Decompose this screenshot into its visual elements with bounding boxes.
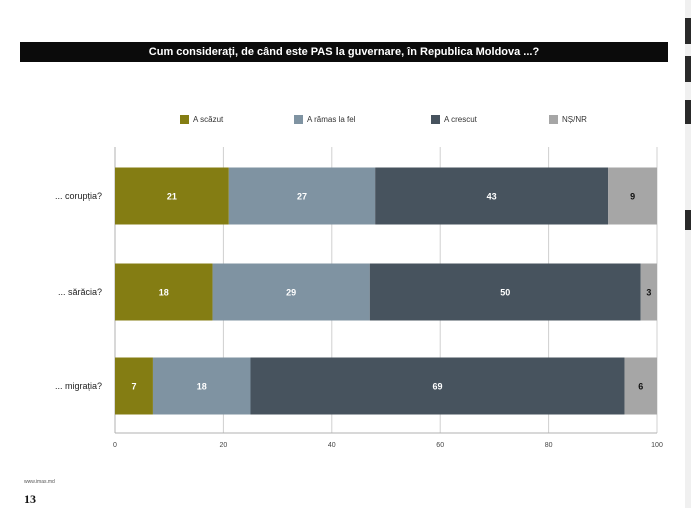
- bar-segment: [115, 357, 153, 415]
- bar-segment: [608, 167, 657, 225]
- bar-segment: [115, 263, 213, 321]
- bar-segment: [250, 357, 625, 415]
- data-label: 6: [638, 382, 643, 392]
- legend-label: A scăzut: [193, 115, 224, 124]
- legend-label: NȘ/NR: [562, 115, 587, 124]
- legend-swatch: [180, 115, 189, 124]
- edge-mark: [685, 100, 691, 124]
- legend-label: A rămas la fel: [307, 115, 356, 124]
- category-label: ... corupția?: [55, 191, 102, 201]
- bar-segment: [369, 263, 641, 321]
- category-label: ... migrația?: [55, 381, 102, 391]
- data-label: 9: [630, 192, 635, 202]
- bar-segment: [624, 357, 657, 415]
- bar-segment: [212, 263, 370, 321]
- legend-label: A crescut: [444, 115, 477, 124]
- edge-mark: [685, 56, 691, 82]
- edge-mark: [685, 18, 691, 44]
- data-label: 18: [159, 288, 169, 298]
- x-tick-label: 80: [545, 442, 553, 449]
- edge-mark: [685, 210, 691, 230]
- data-label: 3: [646, 288, 651, 298]
- x-tick-label: 100: [651, 442, 663, 449]
- bar-segment: [640, 263, 657, 321]
- x-tick-label: 20: [220, 442, 228, 449]
- legend-swatch: [294, 115, 303, 124]
- legend-swatch: [549, 115, 558, 124]
- legend-swatch: [431, 115, 440, 124]
- chart-legend: A scăzut A rămas la fel A crescut NȘ/NR: [0, 114, 691, 128]
- x-tick-label: 60: [436, 442, 444, 449]
- chart-title: Cum considerați, de când este PAS la guv…: [20, 42, 668, 62]
- bar-segment: [375, 167, 609, 225]
- legend-item: NȘ/NR: [549, 115, 587, 124]
- data-label: 43: [487, 192, 497, 202]
- legend-item: A rămas la fel: [294, 115, 355, 124]
- category-label: ... sărăcia?: [58, 287, 102, 297]
- source-url: www.imas.md: [24, 479, 55, 485]
- legend-item: A scăzut: [180, 115, 223, 124]
- data-label: 18: [197, 382, 207, 392]
- bar-segment: [152, 357, 251, 415]
- right-edge-strip: [685, 0, 691, 508]
- data-label: 69: [432, 382, 442, 392]
- bar-segment: [115, 167, 229, 225]
- data-label: 29: [286, 288, 296, 298]
- data-label: 50: [500, 288, 510, 298]
- data-label: 27: [297, 192, 307, 202]
- page-number: 13: [24, 492, 36, 506]
- bar-segment: [228, 167, 376, 225]
- data-label: 21: [167, 192, 177, 202]
- data-label: 7: [131, 382, 136, 392]
- x-tick-label: 40: [328, 442, 336, 449]
- legend-item: A crescut: [431, 115, 477, 124]
- x-tick-label: 0: [113, 442, 117, 449]
